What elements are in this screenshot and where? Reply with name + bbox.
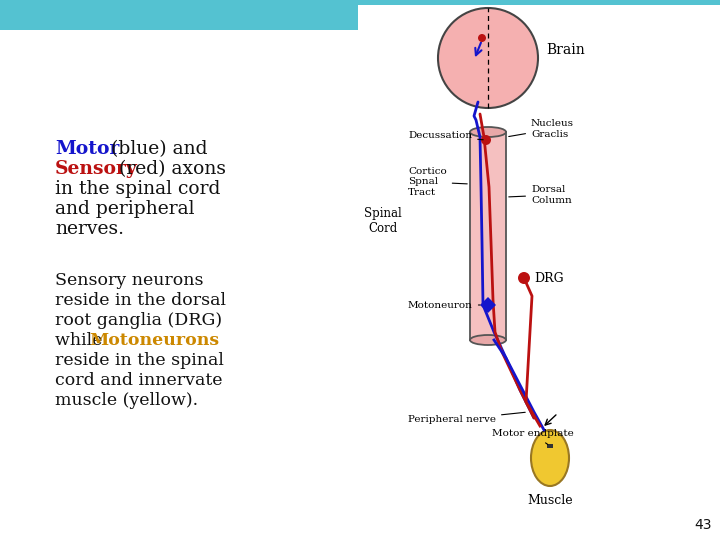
Text: Decussation: Decussation	[408, 132, 483, 140]
Text: Muscle: Muscle	[527, 494, 573, 507]
Text: in the spinal cord: in the spinal cord	[55, 180, 220, 198]
Circle shape	[438, 8, 538, 108]
Text: and peripheral: and peripheral	[55, 200, 194, 218]
Text: Sensory neurons: Sensory neurons	[55, 272, 204, 289]
Text: Motor endplate: Motor endplate	[492, 429, 574, 444]
Polygon shape	[480, 297, 496, 313]
Text: Motor: Motor	[55, 140, 120, 158]
Ellipse shape	[531, 430, 569, 486]
Text: Dorsal
Column: Dorsal Column	[509, 185, 572, 205]
Ellipse shape	[470, 335, 506, 345]
Text: DRG: DRG	[534, 272, 564, 285]
Text: 43: 43	[695, 518, 712, 532]
Text: Motoneuron: Motoneuron	[408, 300, 480, 309]
Text: reside in the dorsal: reside in the dorsal	[55, 292, 226, 309]
Text: (red) axons: (red) axons	[113, 160, 226, 178]
Text: cord and innervate: cord and innervate	[55, 372, 222, 389]
Text: root ganglia (DRG): root ganglia (DRG)	[55, 312, 222, 329]
Text: reside in the spinal: reside in the spinal	[55, 352, 224, 369]
Text: nerves.: nerves.	[55, 220, 124, 238]
Bar	[547, 444, 553, 448]
Text: Nucleus
Graclis: Nucleus Graclis	[509, 119, 574, 139]
Ellipse shape	[470, 127, 506, 137]
Bar	[470, 132, 506, 340]
Text: Peripheral nerve: Peripheral nerve	[408, 413, 525, 424]
Text: Motoneurons: Motoneurons	[89, 332, 219, 349]
Text: muscle (yellow).: muscle (yellow).	[55, 392, 198, 409]
Bar	[358, 5, 720, 85]
PathPatch shape	[0, 0, 360, 70]
PathPatch shape	[360, 0, 720, 70]
Text: while: while	[55, 332, 108, 349]
Text: (blue) and: (blue) and	[105, 140, 207, 158]
Text: Sensory: Sensory	[55, 160, 138, 178]
Text: Cortico
Spnal
Tract: Cortico Spnal Tract	[408, 167, 467, 197]
Circle shape	[481, 135, 491, 145]
Circle shape	[518, 272, 530, 284]
Text: Spinal
Cord: Spinal Cord	[364, 207, 402, 235]
Circle shape	[478, 34, 486, 42]
Text: Brain: Brain	[546, 43, 585, 57]
